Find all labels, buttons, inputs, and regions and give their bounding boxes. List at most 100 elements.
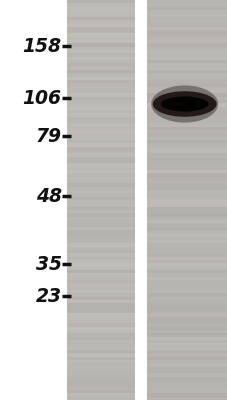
Bar	[146, 106, 227, 110]
Bar	[67, 73, 134, 77]
Bar	[146, 223, 227, 227]
Bar	[146, 66, 227, 70]
Bar	[146, 296, 227, 300]
Bar	[67, 286, 134, 290]
Bar	[146, 110, 227, 113]
Bar	[67, 303, 134, 307]
Bar	[146, 370, 227, 373]
Bar	[146, 170, 227, 173]
Bar	[146, 273, 227, 277]
Bar	[146, 246, 227, 250]
Bar	[67, 6, 134, 10]
Bar	[67, 240, 134, 243]
Bar	[146, 386, 227, 390]
Bar	[146, 260, 227, 263]
Bar	[146, 343, 227, 347]
Bar	[67, 320, 134, 323]
Bar	[67, 53, 134, 57]
Bar	[67, 210, 134, 213]
Bar	[67, 236, 134, 240]
Bar	[67, 366, 134, 370]
Bar	[146, 366, 227, 370]
Bar	[67, 193, 134, 197]
Bar	[146, 226, 227, 230]
Bar	[67, 293, 134, 297]
Bar	[67, 363, 134, 367]
Bar	[67, 313, 134, 317]
Ellipse shape	[160, 96, 208, 112]
Bar	[146, 60, 227, 63]
Bar	[146, 393, 227, 397]
Bar	[146, 313, 227, 317]
Bar	[67, 10, 134, 13]
Bar	[67, 323, 134, 327]
Bar	[146, 390, 227, 393]
Bar	[146, 173, 227, 177]
Bar	[67, 63, 134, 67]
Bar	[146, 30, 227, 33]
Bar	[67, 83, 134, 87]
Bar	[67, 183, 134, 187]
Bar	[146, 253, 227, 257]
Bar	[67, 133, 134, 137]
Bar	[67, 43, 134, 47]
Bar	[146, 350, 227, 353]
Bar	[146, 233, 227, 237]
Bar	[146, 360, 227, 363]
Bar	[146, 6, 227, 10]
Bar	[67, 346, 134, 350]
Bar	[67, 110, 134, 113]
Bar	[67, 256, 134, 260]
Bar	[67, 390, 134, 393]
Bar	[146, 156, 227, 160]
Bar	[67, 176, 134, 180]
Bar	[146, 176, 227, 180]
Bar	[146, 186, 227, 190]
Bar	[146, 33, 227, 37]
Bar	[67, 356, 134, 360]
Bar	[146, 46, 227, 50]
Bar	[67, 206, 134, 210]
Bar	[146, 383, 227, 387]
Bar	[146, 20, 227, 23]
Bar	[67, 360, 134, 363]
Bar	[67, 163, 134, 167]
Bar	[67, 103, 134, 107]
Bar	[146, 300, 227, 303]
Bar	[146, 150, 227, 153]
Bar	[67, 220, 134, 223]
Bar	[146, 353, 227, 357]
Bar	[146, 70, 227, 73]
Bar	[67, 333, 134, 337]
Bar	[146, 183, 227, 187]
Bar	[146, 396, 227, 400]
Bar	[146, 323, 227, 327]
Bar	[67, 36, 134, 40]
Bar	[146, 123, 227, 127]
Bar	[146, 63, 227, 67]
Bar	[67, 173, 134, 177]
Bar	[146, 200, 227, 203]
Bar	[146, 326, 227, 330]
Bar	[146, 50, 227, 53]
Bar	[67, 340, 134, 343]
Bar	[146, 86, 227, 90]
Bar	[146, 376, 227, 380]
Bar	[146, 336, 227, 340]
Bar	[146, 333, 227, 337]
Bar	[67, 263, 134, 267]
Bar	[67, 393, 134, 397]
Bar	[67, 290, 134, 293]
Bar	[67, 16, 134, 20]
Bar	[146, 256, 227, 260]
Bar	[67, 30, 134, 33]
Bar	[67, 200, 134, 203]
Bar	[67, 300, 134, 303]
Bar	[146, 180, 227, 183]
Bar	[146, 363, 227, 367]
Bar	[146, 303, 227, 307]
Bar	[67, 96, 134, 100]
Bar	[146, 23, 227, 27]
Bar	[67, 170, 134, 173]
Bar	[146, 213, 227, 217]
